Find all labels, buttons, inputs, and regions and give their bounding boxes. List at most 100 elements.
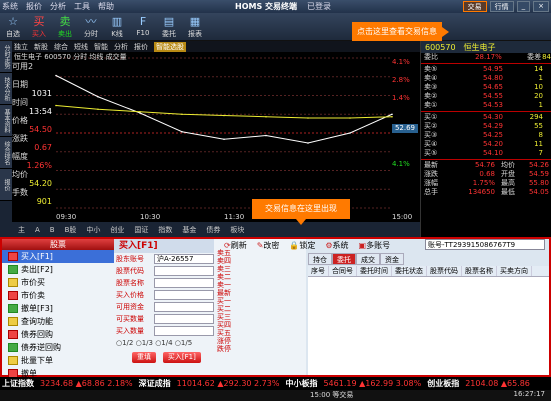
grid-col-3[interactable]: 委托状态 (392, 266, 427, 276)
subtab-4[interactable]: 智能 (94, 42, 108, 51)
buy-form: 买入[F1] 股东账号 沪A-26557 股票代码 股票名称 买入价格 可用资金 可买数量买… (114, 239, 214, 375)
fraction-options[interactable]: ○1/2 ○1/3 ○1/4 ○1/5 (116, 339, 193, 347)
index-value-3: 2104.08 ▲65.86 (465, 379, 530, 388)
stat-b-label-2: 最高 (501, 179, 515, 187)
trade-tool-1[interactable]: ✎改密 (257, 240, 280, 251)
tree-item-0[interactable]: 买入[F1] (2, 250, 114, 263)
account-select[interactable]: 账号-TT293915086767T9 (425, 239, 545, 250)
tree-item-1[interactable]: 卖出[F2] (2, 263, 114, 276)
tree-item-7[interactable]: 债券逆回购 (2, 341, 114, 354)
form-field-4[interactable] (154, 302, 214, 312)
record-tab-2[interactable]: 成交 (356, 253, 380, 265)
market-tab-9[interactable]: 债券 (206, 225, 221, 234)
subtab-0[interactable]: 独立 (14, 42, 28, 51)
app-title: HOMS 交易终端 已登录 (235, 1, 331, 12)
subtab-2[interactable]: 综合 (54, 42, 68, 51)
level-8: 买三 (217, 313, 231, 321)
trade-button[interactable]: 交易 (462, 1, 487, 12)
market-tab-6[interactable]: 国证 (134, 225, 149, 234)
record-tab-3[interactable]: 资金 (380, 253, 404, 265)
market-tab-2[interactable]: B (49, 225, 55, 234)
market-tab-1[interactable]: A (35, 225, 40, 234)
tree-label-9: 撤单 (21, 369, 37, 378)
index-name-2[interactable]: 中小板指 (285, 379, 318, 388)
market-tab-3[interactable]: B股 (64, 225, 77, 234)
menu-item-0[interactable]: 系统 (2, 2, 18, 11)
close-button[interactable]: × (533, 1, 549, 12)
tree-item-2[interactable]: 市价买 (2, 276, 114, 289)
level-3: 卖二 (217, 273, 231, 281)
grid-col-5[interactable]: 股票名称 (462, 266, 497, 276)
minimize-button[interactable]: _ (516, 1, 531, 12)
sell-button[interactable]: 卖卖出 (54, 14, 76, 40)
info-column: 可用2 日期 1031 时间 13:54 价格 54.50 涨跌 0.67 幅度 1.26% 均价 54… (12, 62, 56, 222)
menu-item-4[interactable]: 帮助 (98, 2, 114, 11)
index-name-1[interactable]: 深证成指 (138, 379, 171, 388)
grid-col-2[interactable]: 委托时间 (357, 266, 392, 276)
submit-buy-button[interactable]: 买入[F1] (162, 352, 201, 363)
form-field-2[interactable] (154, 278, 214, 288)
tree-item-4[interactable]: 撤单[F3] (2, 302, 114, 315)
timeshare-button[interactable]: 〰分时 (80, 14, 102, 40)
buy-price-3: 54.20 (482, 140, 503, 148)
record-tab-0[interactable]: 持仓 (308, 253, 332, 265)
kline-button[interactable]: ▥ K线 (106, 14, 128, 40)
grid-col-0[interactable]: 序号 (308, 266, 329, 276)
menu-item-2[interactable]: 分析 (50, 2, 66, 11)
left-tab-3[interactable]: 综合排名 (0, 137, 12, 169)
tree-item-8[interactable]: 批量下单 (2, 354, 114, 367)
info-value-5: 1.26% (26, 161, 52, 170)
record-tabs: 持仓 委托 成交 资金 (308, 253, 549, 265)
market-tab-5[interactable]: 创业 (110, 225, 125, 234)
market-tab-0[interactable]: 主 (18, 225, 25, 234)
sell-levels: 卖⑤ 54.95 14 卖④ 54.80 1 卖③ 54.65 10 卖② 54.55 20 卖① 54.… (421, 65, 551, 110)
left-tab-1[interactable]: 技术分析 (0, 73, 12, 105)
subtab-5[interactable]: 分析 (114, 42, 128, 51)
menu-item-3[interactable]: 工具 (74, 2, 90, 11)
tree-item-3[interactable]: 市价卖 (2, 289, 114, 302)
f10-button[interactable]: F F10 (132, 14, 154, 40)
series-0-point-1 (97, 95, 99, 98)
market-tab-10[interactable]: 板块 (230, 225, 245, 234)
form-field-0[interactable]: 沪A-26557 (154, 254, 214, 264)
info-label-5: 幅度 (12, 152, 28, 161)
grid-col-1[interactable]: 合同号 (329, 266, 357, 276)
reset-button[interactable]: 重填 (132, 352, 156, 363)
smart-select-tab[interactable]: 智能选股 (154, 41, 186, 52)
favorites-button[interactable]: ☆ 自选 (2, 14, 24, 40)
quote-button[interactable]: 行情 (489, 1, 514, 12)
form-field-3[interactable] (154, 290, 214, 300)
trade-tool-0[interactable]: ⟳刷新 (224, 240, 247, 251)
bottom-tab-strip: 主 A B B股 中小 创业 国证 指数 基金 债券 板块 (0, 222, 420, 237)
menu-item-1[interactable]: 报价 (26, 2, 42, 11)
market-tab-8[interactable]: 基金 (182, 225, 197, 234)
report-button[interactable]: ▦ 报表 (184, 14, 206, 40)
form-field-1[interactable] (154, 266, 214, 276)
left-tab-4[interactable]: 报价 (0, 169, 12, 201)
left-tab-2[interactable]: 基本资料 (0, 105, 12, 137)
record-tab-1[interactable]: 委托 (332, 253, 356, 265)
subtab-1[interactable]: 新股 (34, 42, 48, 51)
form-field-6[interactable] (154, 326, 214, 336)
trade-tool-4[interactable]: ▣多账号 (359, 240, 391, 251)
grid-col-4[interactable]: 股票代码 (427, 266, 462, 276)
order-button[interactable]: ▤ 委托 (158, 14, 180, 40)
left-tab-0[interactable]: 分时走势 (0, 41, 12, 73)
buy-price-2: 54.25 (482, 131, 503, 139)
trade-tool-3[interactable]: ⚙系统 (325, 240, 348, 251)
market-tab-7[interactable]: 指数 (158, 225, 173, 234)
grid-col-6[interactable]: 买卖方向 (497, 266, 532, 276)
status-time: 16:27:17 (513, 390, 545, 398)
buy-button[interactable]: 买买入 (28, 14, 50, 40)
market-tab-4[interactable]: 中小 (86, 225, 101, 234)
info-value-4: 0.67 (34, 143, 52, 152)
series-1-point-1 (97, 108, 99, 111)
form-field-5[interactable] (154, 314, 214, 324)
tree-item-6[interactable]: 债券回购 (2, 328, 114, 341)
tree-item-5[interactable]: 查询功能 (2, 315, 114, 328)
index-name-3[interactable]: 创业板指 (427, 379, 460, 388)
index-name-0[interactable]: 上证指数 (2, 379, 34, 388)
subtab-6[interactable]: 报价 (134, 42, 148, 51)
subtab-3[interactable]: 短线 (74, 42, 88, 51)
trade-tool-2[interactable]: 🔒锁定 (289, 240, 315, 251)
